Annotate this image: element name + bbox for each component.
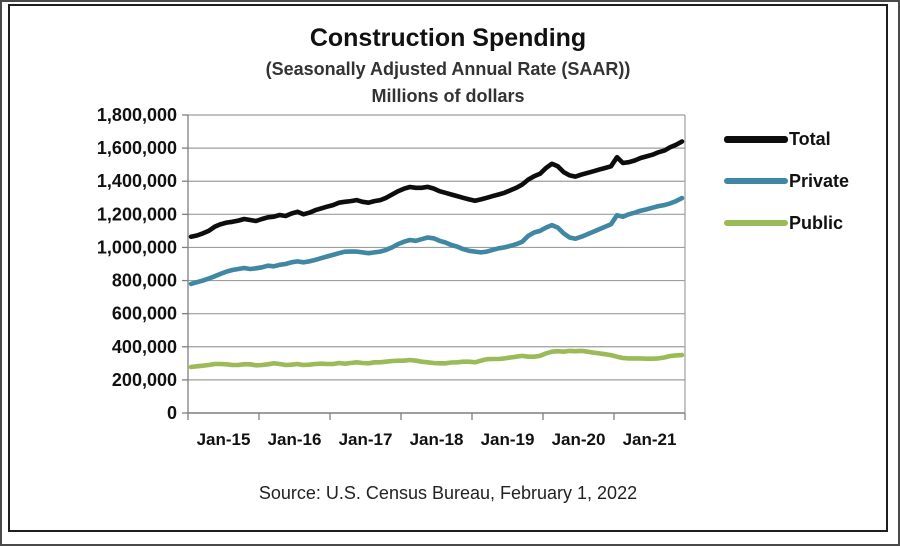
- legend-line-total: [724, 135, 788, 143]
- x-axis-tick-label: Jan-20: [552, 430, 606, 449]
- private-series-line: [188, 195, 685, 287]
- y-axis-tick-label: 400,000: [112, 337, 177, 357]
- y-axis-tick-label: 1,000,000: [97, 237, 177, 257]
- legend-item-total: Total: [724, 128, 849, 150]
- y-axis-tick-label: 200,000: [112, 370, 177, 390]
- y-axis-tick-label: 1,200,000: [97, 204, 177, 224]
- construction-spending-line-chart: 0 200,000 400,000 600,000 800,000 1,000,000 1,…: [97, 105, 686, 449]
- source-caption: Source: U.S. Census Bureau, February 1, …: [258, 483, 638, 503]
- legend-item-public: Public: [724, 212, 849, 234]
- chart-frame: 0 200,000 400,000 600,000 800,000 1,000,000 1,…: [8, 4, 888, 532]
- public-series-line: [188, 348, 685, 370]
- legend-line-public: [724, 220, 788, 226]
- y-axis-tick-label: 1,400,000: [97, 171, 177, 191]
- legend-label-public: Public: [789, 212, 844, 233]
- legend-label-private: Private: [789, 170, 850, 191]
- total-series-line: [188, 139, 685, 239]
- x-axis-tick-label: Jan-16: [268, 430, 322, 449]
- x-axis-tick-label: Jan-15: [197, 430, 251, 449]
- chart-header: Construction Spending (Seasonally Adjust…: [10, 24, 886, 106]
- y-axis-tick-label: 600,000: [112, 304, 177, 324]
- chart-legend: Total Private Public: [724, 128, 849, 234]
- x-axis-tick-label: Jan-17: [339, 430, 393, 449]
- y-axis-tick-label: 0: [167, 403, 177, 423]
- x-axis-tick-label: Jan-19: [481, 430, 535, 449]
- y-axis-tick-label: 1,800,000: [97, 105, 177, 125]
- x-axis-tick-label: Jan-21: [623, 430, 677, 449]
- legend-line-private: [724, 178, 788, 184]
- chart-title: Construction Spending: [309, 24, 587, 52]
- x-axis-tick-label: Jan-18: [410, 430, 464, 449]
- y-axis-tick-label: 1,600,000: [97, 138, 177, 158]
- chart-subtitle-units: Millions of dollars: [371, 86, 525, 106]
- y-axis-tick-label: 800,000: [112, 271, 177, 291]
- legend-item-private: Private: [724, 170, 849, 192]
- chart-subtitle-saar: (Seasonally Adjusted Annual Rate (SAAR)): [265, 59, 631, 79]
- legend-label-total: Total: [789, 128, 831, 149]
